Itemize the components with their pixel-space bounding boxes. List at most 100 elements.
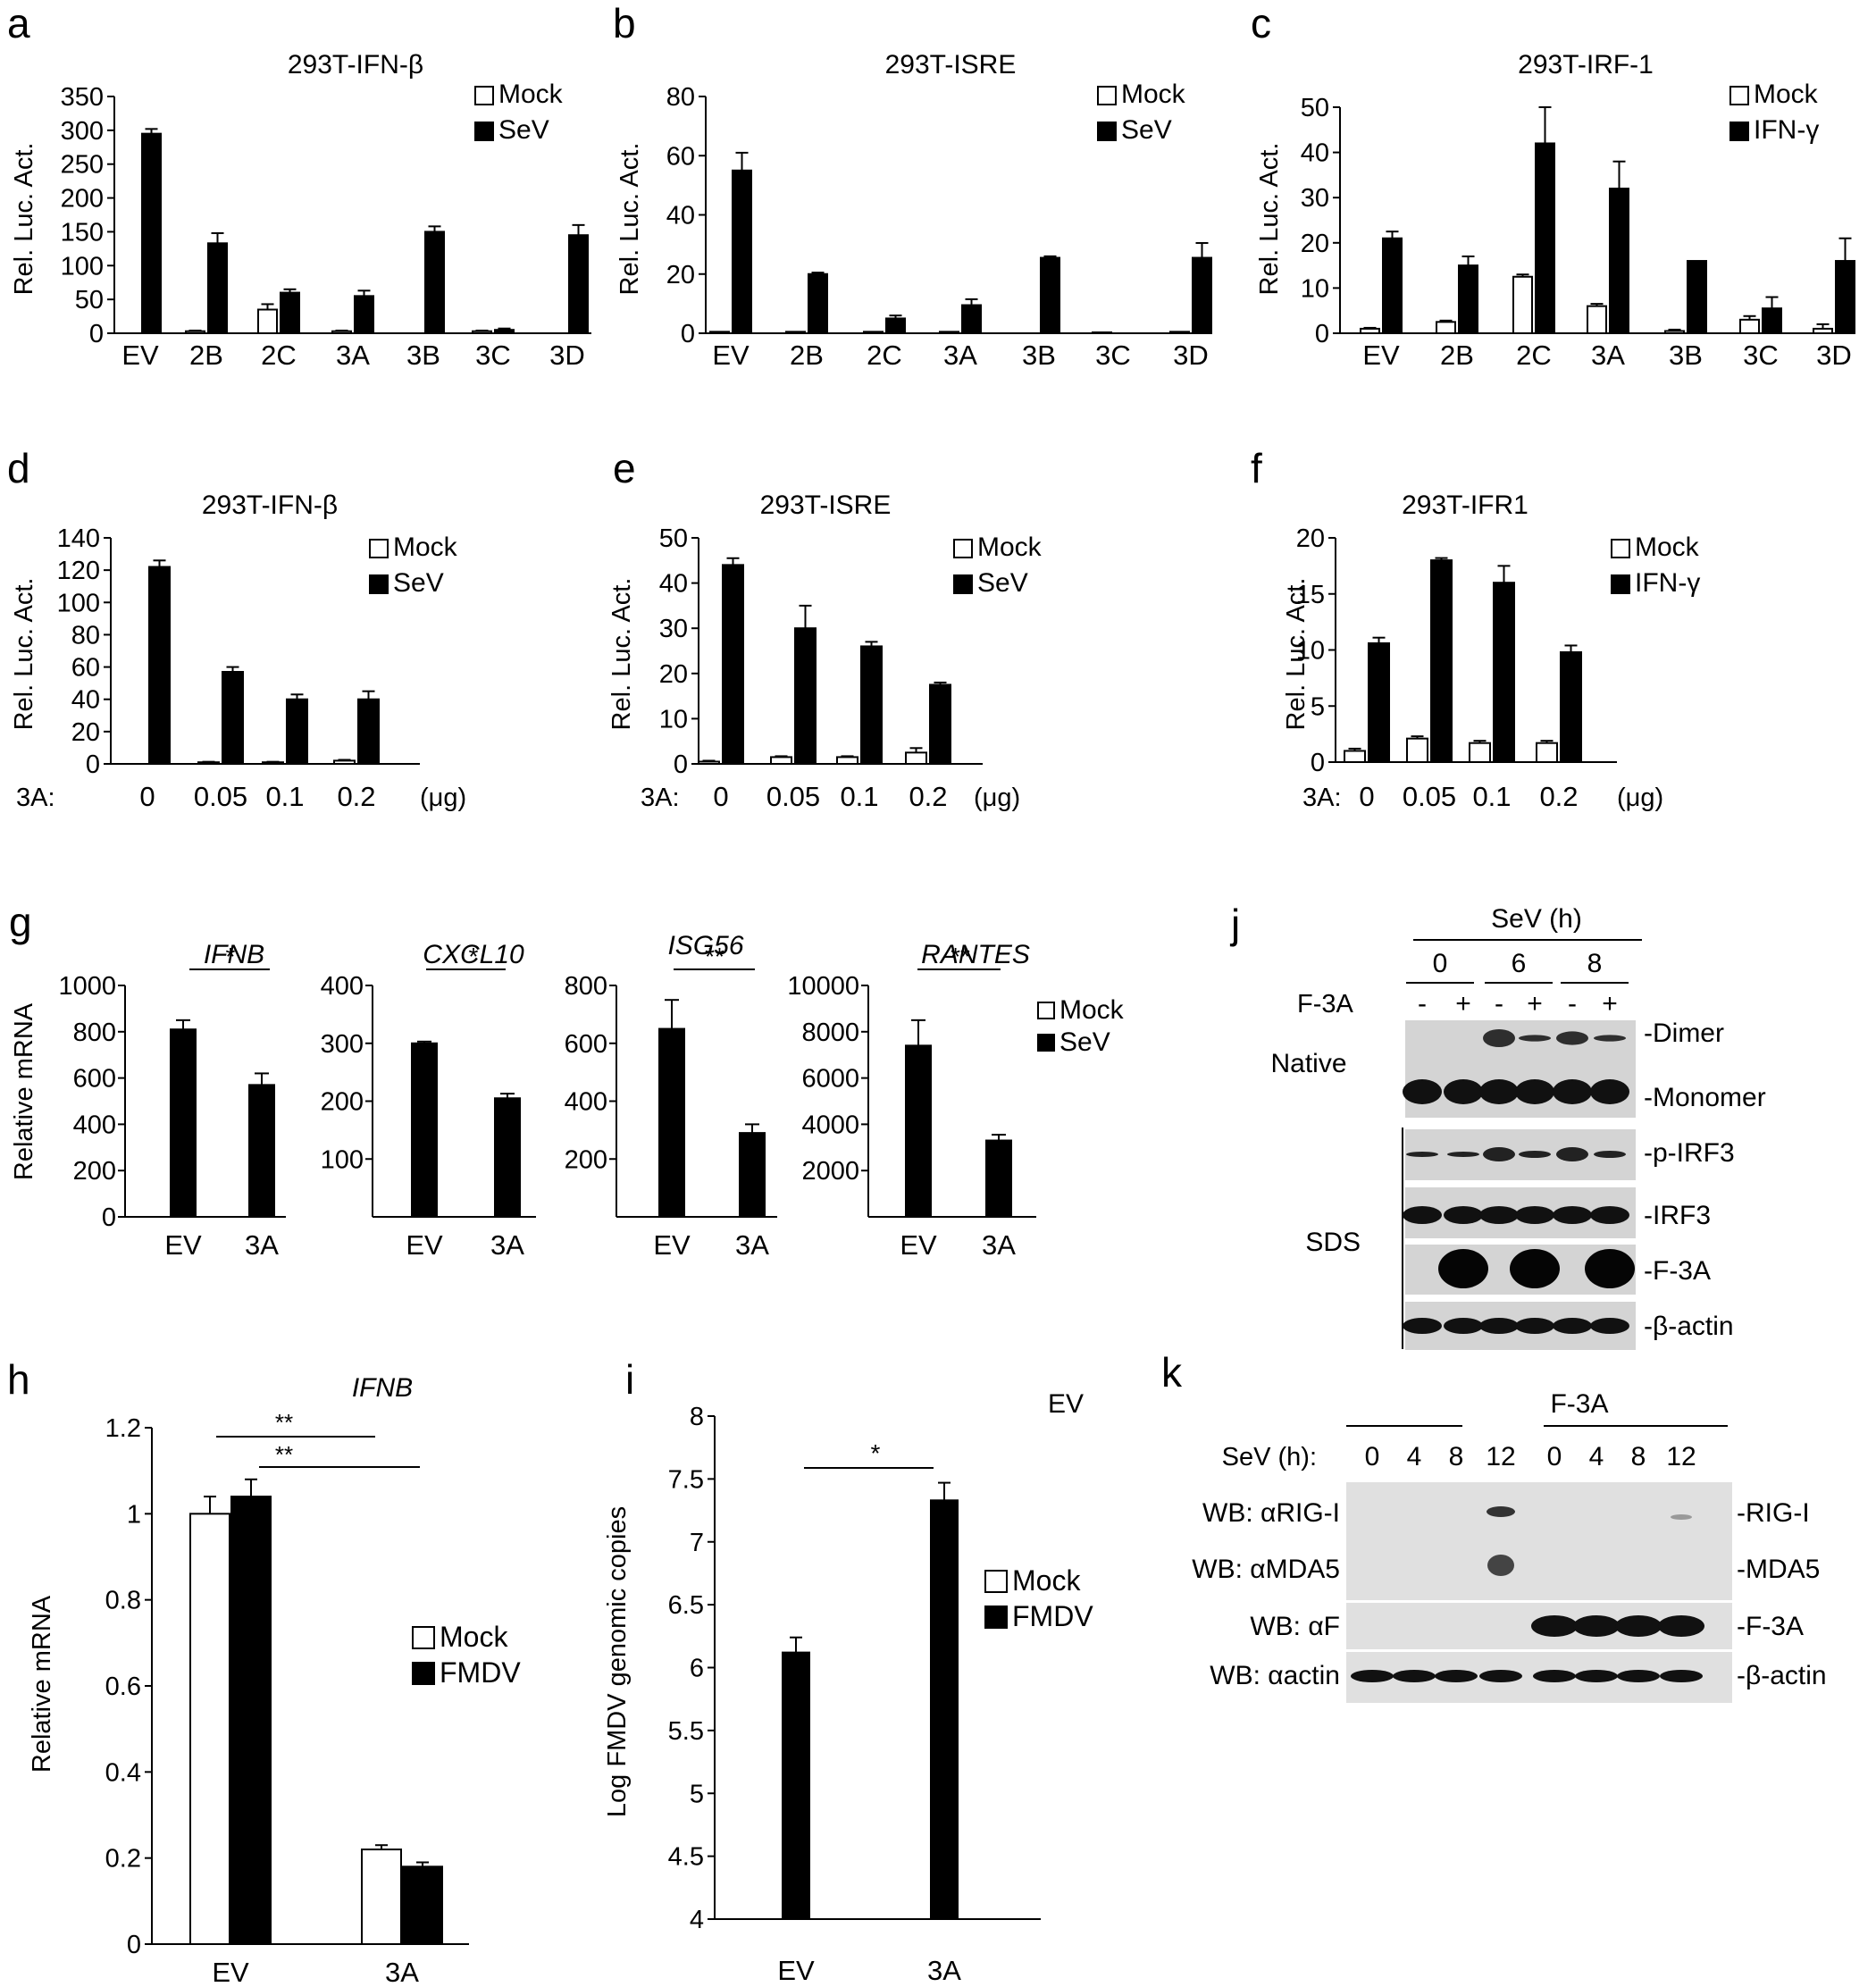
y-tick-label: 20 xyxy=(1296,524,1325,553)
band-p-irf3 xyxy=(1556,1147,1588,1161)
y-tick-label: 300 xyxy=(321,1030,364,1059)
x-axis-unit-label: (μg) xyxy=(1617,784,1663,812)
band-label: -IRF3 xyxy=(1644,1201,1711,1230)
y-tick-label: 20 xyxy=(1301,230,1329,258)
x-tick-label: 3B xyxy=(1022,340,1056,371)
band-actin xyxy=(1435,1670,1478,1682)
band-dimer xyxy=(1556,1031,1588,1045)
band-f-3a xyxy=(1531,1615,1578,1637)
bar-treated xyxy=(1609,188,1629,334)
legend-label: SeV xyxy=(977,568,1028,598)
x-tick-label: 3A xyxy=(927,1955,961,1986)
bar-treated xyxy=(1560,651,1582,764)
y-tick-label: 1.2 xyxy=(105,1414,141,1443)
significance-label: * xyxy=(226,943,236,970)
band-rig-i xyxy=(1487,1506,1515,1517)
bar-mock xyxy=(331,330,352,335)
x-tick-label: EV xyxy=(406,1229,443,1261)
row-label: F-3A xyxy=(1297,990,1354,1019)
group-label: F-3A xyxy=(1550,1389,1608,1419)
bar-mock xyxy=(1664,330,1685,335)
band-actin xyxy=(1553,1318,1592,1334)
bar-treated xyxy=(1493,582,1515,764)
band-irf3 xyxy=(1444,1206,1483,1224)
y-tick-label: 4 xyxy=(690,1906,704,1934)
y-axis-label: Relative mRNA xyxy=(10,1002,38,1180)
x-prefix-label: 3A: xyxy=(16,784,55,812)
y-axis-label: Rel. Luc. Act. xyxy=(616,143,644,296)
antibody-label: WB: αactin xyxy=(1210,1661,1340,1690)
legend-swatch xyxy=(369,574,389,594)
y-tick-label: 120 xyxy=(57,557,100,585)
y-tick-label: 2000 xyxy=(801,1157,859,1186)
chart-title: 293T-IFN-β xyxy=(202,490,338,520)
bar-mock xyxy=(1344,750,1366,764)
x-tick-label: 3D xyxy=(1173,340,1209,371)
y-tick-label: 10 xyxy=(659,705,688,734)
x-tick-label: 2B xyxy=(189,340,223,371)
bar-treated xyxy=(1687,260,1707,335)
y-tick-label: 150 xyxy=(61,218,104,247)
y-tick-label: 7.5 xyxy=(668,1465,704,1494)
bar-treated xyxy=(1762,307,1782,335)
bar-mock xyxy=(836,756,858,765)
y-tick-label: 0 xyxy=(681,320,695,348)
y-tick-label: 1 xyxy=(127,1500,141,1529)
bar-treated xyxy=(1368,641,1390,763)
y-tick-label: 50 xyxy=(75,286,104,314)
bar-treated xyxy=(658,1027,685,1218)
y-tick-label: 0.6 xyxy=(105,1673,141,1701)
legend-label: Mock xyxy=(393,532,458,562)
band-f-3a xyxy=(1573,1615,1620,1637)
y-tick-label: 400 xyxy=(321,972,364,1001)
y-tick-label: 10000 xyxy=(787,972,859,1001)
blot-membrane xyxy=(1346,1538,1732,1600)
band-label: -F-3A xyxy=(1737,1612,1804,1641)
y-tick-label: 20 xyxy=(71,718,100,747)
x-tick-label: 0.05 xyxy=(1403,781,1456,812)
y-tick-label: 80 xyxy=(666,83,695,112)
antibody-label: WB: αRIG-I xyxy=(1202,1498,1340,1528)
band-actin xyxy=(1515,1318,1554,1334)
y-tick-label: 1000 xyxy=(58,972,116,1001)
y-tick-label: 800 xyxy=(73,1019,116,1047)
y-tick-label: 200 xyxy=(73,1157,116,1186)
band-monomer xyxy=(1515,1079,1554,1104)
y-tick-label: 200 xyxy=(61,185,104,214)
x-tick-label: 0.1 xyxy=(1472,781,1511,812)
blot-panel-j: j SeV (h)0 6 8F-3A - + - + - +NativeSDS-Dimer-Mon… xyxy=(1229,901,1766,1350)
significance-label: ** xyxy=(951,943,970,970)
x-tick-label: 0 xyxy=(713,781,728,812)
y-tick-label: 6000 xyxy=(801,1065,859,1094)
timepoint-label: 8 xyxy=(1631,1442,1646,1471)
y-tick-label: 800 xyxy=(565,972,607,1001)
band-label: -Monomer xyxy=(1644,1083,1766,1112)
legend-swatch xyxy=(1611,574,1630,594)
legend-swatch xyxy=(1037,1002,1055,1019)
x-tick-label: 3C xyxy=(1095,340,1131,371)
y-tick-label: 5 xyxy=(1311,692,1325,721)
legend-label: SeV xyxy=(1059,1027,1110,1057)
chart-title: 293T-ISRE xyxy=(760,490,892,520)
bar-treated xyxy=(1192,256,1212,334)
bar-mock xyxy=(1587,305,1607,335)
x-tick-label: EV xyxy=(712,340,750,371)
x-tick-label: 3C xyxy=(1743,340,1779,371)
band-p-irf3 xyxy=(1483,1147,1515,1161)
legend-label: SeV xyxy=(498,115,549,145)
legend-swatch xyxy=(984,1570,1008,1593)
bar-mock xyxy=(709,331,730,334)
legend-swatch xyxy=(474,86,494,105)
y-tick-label: 20 xyxy=(666,261,695,289)
bar-mock xyxy=(1739,318,1760,335)
chart-title: 293T-IRF-1 xyxy=(1518,50,1654,80)
y-tick-label: 100 xyxy=(57,589,100,617)
y-tick-label: 20 xyxy=(659,660,688,689)
legend-label: Mock xyxy=(1059,995,1125,1025)
bar-treated xyxy=(280,291,300,335)
x-tick-label: 0 xyxy=(139,781,155,812)
y-tick-label: 600 xyxy=(565,1030,607,1059)
band-irf3 xyxy=(1403,1206,1442,1224)
bar-treated xyxy=(402,1865,443,1946)
